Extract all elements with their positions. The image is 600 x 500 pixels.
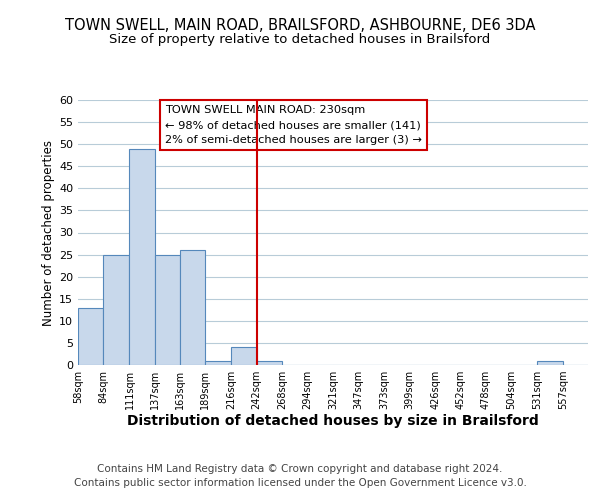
Text: Size of property relative to detached houses in Brailsford: Size of property relative to detached ho… bbox=[109, 32, 491, 46]
Bar bbox=[257, 360, 282, 365]
Y-axis label: Number of detached properties: Number of detached properties bbox=[42, 140, 55, 326]
Bar bbox=[180, 250, 205, 365]
Bar bbox=[155, 254, 180, 365]
Text: Contains HM Land Registry data © Crown copyright and database right 2024.
Contai: Contains HM Land Registry data © Crown c… bbox=[74, 464, 526, 487]
Bar bbox=[538, 360, 563, 365]
Text: TOWN SWELL MAIN ROAD: 230sqm
← 98% of detached houses are smaller (141)
2% of se: TOWN SWELL MAIN ROAD: 230sqm ← 98% of de… bbox=[164, 106, 422, 145]
Bar bbox=[205, 360, 232, 365]
Bar bbox=[232, 348, 257, 365]
Bar bbox=[130, 148, 155, 365]
X-axis label: Distribution of detached houses by size in Brailsford: Distribution of detached houses by size … bbox=[127, 414, 539, 428]
Bar bbox=[103, 254, 130, 365]
Bar bbox=[78, 308, 103, 365]
Text: TOWN SWELL, MAIN ROAD, BRAILSFORD, ASHBOURNE, DE6 3DA: TOWN SWELL, MAIN ROAD, BRAILSFORD, ASHBO… bbox=[65, 18, 535, 32]
